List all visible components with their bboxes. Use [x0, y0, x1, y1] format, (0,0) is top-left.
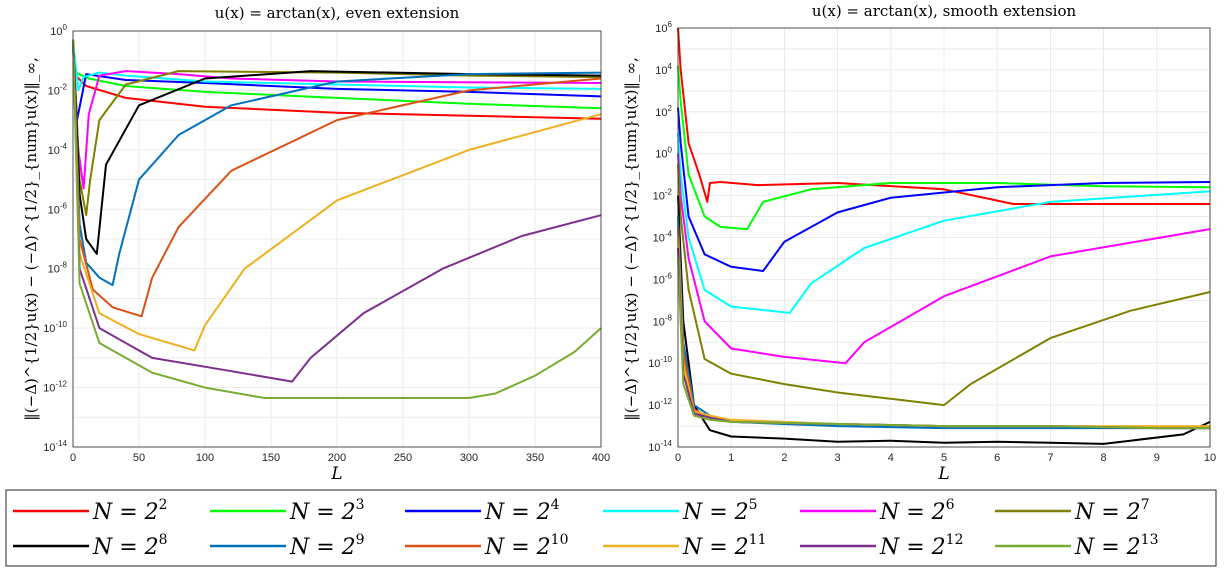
chart-panel-even-extension: 0 50 100 150 200 250 300 350 400 10-14 10-12 10-10 1…: [22, 4, 610, 484]
series-line: [72, 39, 602, 92]
series-line: [72, 39, 602, 217]
legend-label: N = 211: [682, 532, 767, 560]
series-group: [72, 39, 602, 399]
y-tick-label: 10-2: [48, 82, 68, 97]
x-tick-label: 250: [394, 452, 412, 464]
grid: [677, 27, 1211, 448]
series-group: [677, 27, 1211, 445]
series-line: [72, 45, 602, 122]
y-tick-label: 10-4: [653, 230, 673, 245]
tick-labels: 0 50 100 150 200 250 300 350 400 10-14 10-12 10-10 1…: [43, 23, 610, 464]
x-tick-label: 200: [328, 452, 346, 464]
y-tick-label: 10-12: [648, 397, 672, 412]
y-axis-label: ‖(−Δ)^{1/2}u(x) − (−Δ)^{1/2}_{num}u(x)‖_…: [22, 57, 40, 420]
y-tick-label: 10-14: [43, 439, 67, 454]
y-tick-label: 10-10: [43, 320, 67, 335]
series-line: [72, 39, 602, 110]
axes-box: [72, 30, 602, 448]
series-line: [677, 107, 1211, 272]
y-tick-label: 10-2: [653, 188, 673, 203]
chart-title: u(x) = arctan(x), even extension: [215, 4, 460, 22]
legend-box: [5, 489, 1217, 567]
y-tick-label: 10-10: [648, 355, 672, 370]
legend-label: N = 210: [484, 532, 569, 560]
legend-label: N = 213: [1074, 532, 1159, 560]
y-tick-label: 10-6: [653, 271, 673, 286]
y-tick-label: 104: [655, 62, 672, 77]
x-tick-label: 6: [994, 452, 1000, 464]
legend-label: N = 24: [484, 497, 560, 525]
series-line: [72, 39, 602, 318]
x-tick-label: 3: [835, 452, 841, 464]
y-tick-label: 106: [655, 20, 672, 35]
series-line: [677, 153, 1211, 365]
series-line: [72, 39, 602, 399]
y-tick-label: 10-4: [48, 142, 68, 157]
x-tick-label: 150: [262, 452, 280, 464]
y-axis-label: ‖(−Δ)^{1/2}u(x) − (−Δ)^{1/2}_{num}u(x)‖_…: [622, 57, 640, 420]
y-tick-label: 10-14: [648, 439, 672, 454]
legend-label: N = 212: [879, 532, 964, 560]
y-tick-label: 10-6: [48, 201, 68, 216]
chart-title: u(x) = arctan(x), smooth extension: [812, 2, 1077, 20]
legend: N = 22 N = 23 N = 24 N = 25 N = 26 N = 27 N = …: [5, 489, 1217, 567]
tick-labels: 0 1 2 3 4 5 6 7 8 9 10 10-14 10-12 10-10 10-8 10-6 10-4 1…: [648, 20, 1216, 464]
x-tick-label: 400: [592, 452, 610, 464]
series-line: [72, 39, 602, 383]
legend-label: N = 27: [1074, 497, 1150, 525]
y-tick-label: 10-12: [43, 380, 67, 395]
x-axis-label: L: [330, 464, 342, 484]
x-tick-label: 2: [781, 452, 787, 464]
x-tick-label: 350: [526, 452, 544, 464]
x-tick-label: 8: [1101, 452, 1107, 464]
series-line: [677, 132, 1211, 314]
x-tick-label: 100: [196, 452, 214, 464]
x-tick-label: 300: [460, 452, 478, 464]
series-line: [677, 65, 1211, 231]
legend-label: N = 29: [289, 532, 365, 560]
x-tick-label: 4: [888, 452, 894, 464]
y-tick-label: 10-8: [653, 313, 673, 328]
series-line: [72, 39, 602, 255]
x-tick-label: 9: [1154, 452, 1160, 464]
x-tick-label: 10: [1204, 452, 1216, 464]
legend-label: N = 22: [92, 497, 168, 525]
x-tick-label: 0: [675, 452, 681, 464]
x-tick-label: 0: [70, 452, 76, 464]
x-axis-label: L: [937, 464, 949, 484]
y-tick-label: 100: [50, 23, 67, 38]
legend-items: N = 22 N = 23 N = 24 N = 25 N = 26 N = 27 N = …: [13, 497, 1159, 560]
y-tick-label: 10-8: [48, 261, 68, 276]
x-tick-label: 5: [941, 452, 947, 464]
x-tick-label: 50: [133, 452, 145, 464]
y-tick-label: 102: [655, 104, 672, 119]
axes-box: [677, 27, 1211, 448]
legend-label: N = 28: [92, 532, 168, 560]
series-line: [677, 164, 1211, 407]
series-line: [677, 258, 1210, 430]
series-line: [72, 39, 602, 190]
legend-label: N = 23: [289, 497, 365, 525]
legend-label: N = 25: [682, 497, 758, 525]
chart-panel-smooth-extension: 0 1 2 3 4 5 6 7 8 9 10 10-14 10-12 10-10 10-8 10-6 10-4 1…: [622, 2, 1216, 484]
x-tick-label: 1: [728, 452, 734, 464]
y-tick-label: 100: [655, 146, 672, 161]
x-tick-label: 7: [1047, 452, 1053, 464]
legend-label: N = 26: [879, 497, 955, 525]
series-line: [72, 39, 602, 352]
